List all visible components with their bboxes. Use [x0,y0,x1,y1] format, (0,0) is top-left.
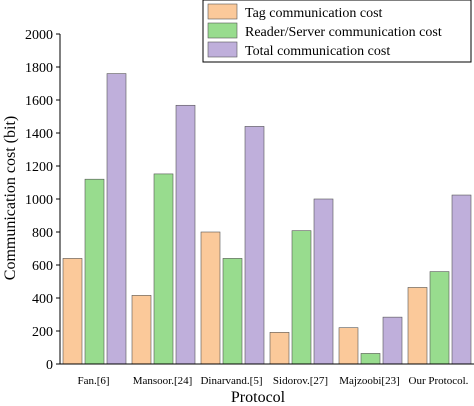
y-tick-label: 1400 [25,127,53,142]
legend-label-3: Total communication cost [245,44,390,59]
y-tick-label: 200 [32,325,53,340]
bar-3-4 [313,198,334,365]
x-axis-title: Protocol [231,389,286,406]
bar-2-4 [291,230,312,365]
legend: Tag communication cost Reader/Server comm… [202,0,472,63]
bar-3-1 [106,73,127,365]
bar-3-5 [382,316,403,365]
x-tick-label: Our Protocol. [409,375,469,387]
legend-label-2: Reader/Server communication cost [245,25,442,40]
legend-swatch-3 [207,41,238,58]
bar-3-6 [451,194,472,365]
y-tick-label: 400 [32,292,53,307]
y-tick-label: 1800 [25,61,53,76]
y-tick-label: 1600 [25,94,53,109]
bar-1-3 [200,231,221,365]
bar-1-2 [131,295,152,365]
bar-1-5 [338,327,359,365]
x-tick-label: Dinarvand.[5] [200,375,262,387]
bar-2-6 [429,271,450,365]
legend-swatch-2 [207,22,238,39]
y-tick-label: 1000 [25,193,53,208]
y-tick-label: 600 [32,259,53,274]
y-tick-label: 0 [46,358,53,373]
y-axis-title: Communication cost (bit) [2,116,19,280]
x-tick-label: Mansoor.[24] [133,375,193,387]
bar-2-5 [360,353,381,365]
bar-3-3 [244,126,265,365]
legend-box [202,0,472,63]
bars-layer [62,73,472,365]
bar-1-1 [62,258,83,365]
x-tick-label: Sidorov.[27] [273,375,328,387]
y-tick-label: 2000 [25,28,53,43]
legend-label-1: Tag communication cost [245,6,383,21]
y-tick-label: 800 [32,226,53,241]
bar-2-3 [222,258,243,365]
bar-1-4 [269,332,290,365]
legend-swatch-1 [207,3,238,20]
x-tick-label: Majzoobi[23] [339,375,399,387]
axes-layer: Fan.[6] Mansoor.[24] Dinarvand.[5] Sidorov.… [25,28,474,387]
bar-3-2 [175,104,196,365]
y-tick-label: 1200 [25,160,53,175]
bar-2-1 [84,178,105,365]
bar-2-2 [153,173,174,365]
bar-1-6 [407,287,428,365]
x-tick-label: Fan.[6] [77,375,109,387]
